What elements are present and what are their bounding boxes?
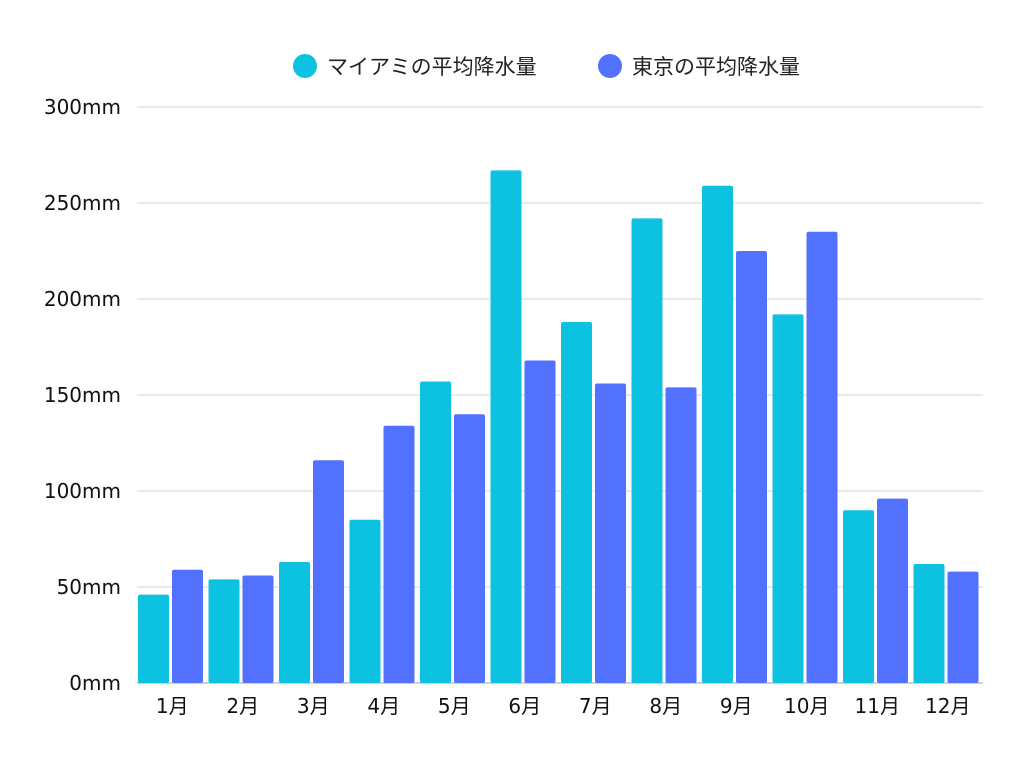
bar-tokyo-6[interactable] — [524, 360, 556, 683]
legend: マイアミの平均降水量 東京の平均降水量 — [293, 54, 800, 79]
legend-swatch-icon — [293, 54, 317, 78]
bar-tokyo-5[interactable] — [454, 414, 485, 683]
bar-miami-3[interactable] — [279, 562, 310, 683]
x-tick-label: 4月 — [367, 694, 400, 718]
bar-miami-4[interactable] — [349, 519, 381, 683]
bar-miami-6[interactable] — [490, 170, 522, 684]
bar-tokyo-9[interactable] — [736, 251, 767, 683]
y-tick-label: 50mm — [57, 575, 121, 599]
x-tick-label: 2月 — [226, 694, 259, 718]
x-tick-label: 7月 — [579, 694, 612, 718]
y-tick-label: 200mm — [44, 287, 121, 311]
x-axis-ticks: 1月 2月 3月 4月 5月 6月 7月 8月 9月 10月 11月 12月 — [156, 694, 971, 718]
x-tick-label: 10月 — [784, 694, 829, 718]
bar-miami-2[interactable] — [208, 579, 240, 683]
bar-miami-8[interactable] — [631, 218, 663, 684]
legend-swatch-icon — [598, 54, 622, 78]
bar-tokyo-4[interactable] — [383, 425, 415, 683]
bar-miami-5[interactable] — [420, 381, 451, 683]
bar-tokyo-2[interactable] — [242, 575, 274, 683]
bar-miami-11[interactable] — [843, 510, 874, 683]
x-tick-label: 1月 — [156, 694, 189, 718]
bar-miami-1[interactable] — [138, 594, 169, 683]
bar-tokyo-7[interactable] — [595, 383, 626, 683]
bar-tokyo-11[interactable] — [877, 498, 908, 683]
grid-lines — [137, 106, 983, 684]
y-tick-label: 100mm — [44, 479, 121, 503]
x-tick-label: 12月 — [925, 694, 970, 718]
bar-tokyo-12[interactable] — [947, 571, 979, 683]
bar-tokyo-1[interactable] — [172, 569, 203, 683]
legend-label: マイアミの平均降水量 — [327, 55, 537, 79]
bar-tokyo-10[interactable] — [806, 231, 838, 684]
y-axis-ticks: 0mm 50mm 100mm 150mm 200mm 250mm 300mm — [44, 95, 121, 695]
bar-tokyo-3[interactable] — [313, 460, 344, 683]
bar-miami-7[interactable] — [561, 322, 592, 683]
x-tick-label: 11月 — [855, 694, 900, 718]
x-tick-label: 8月 — [649, 694, 682, 718]
bar-miami-10[interactable] — [772, 314, 804, 683]
y-tick-label: 300mm — [44, 95, 121, 119]
y-tick-label: 150mm — [44, 383, 121, 407]
legend-label: 東京の平均降水量 — [632, 55, 800, 79]
x-tick-label: 9月 — [720, 694, 753, 718]
bar-miami-9[interactable] — [702, 185, 733, 683]
legend-item-tokyo[interactable]: 東京の平均降水量 — [598, 54, 800, 79]
y-tick-label: 250mm — [44, 191, 121, 215]
bar-tokyo-8[interactable] — [665, 387, 697, 683]
bars — [138, 170, 979, 684]
x-tick-label: 3月 — [297, 694, 330, 718]
x-tick-label: 6月 — [508, 694, 541, 718]
legend-item-miami[interactable]: マイアミの平均降水量 — [293, 54, 537, 79]
x-tick-label: 5月 — [438, 694, 471, 718]
bar-miami-12[interactable] — [913, 563, 945, 683]
y-tick-label: 0mm — [69, 671, 121, 695]
